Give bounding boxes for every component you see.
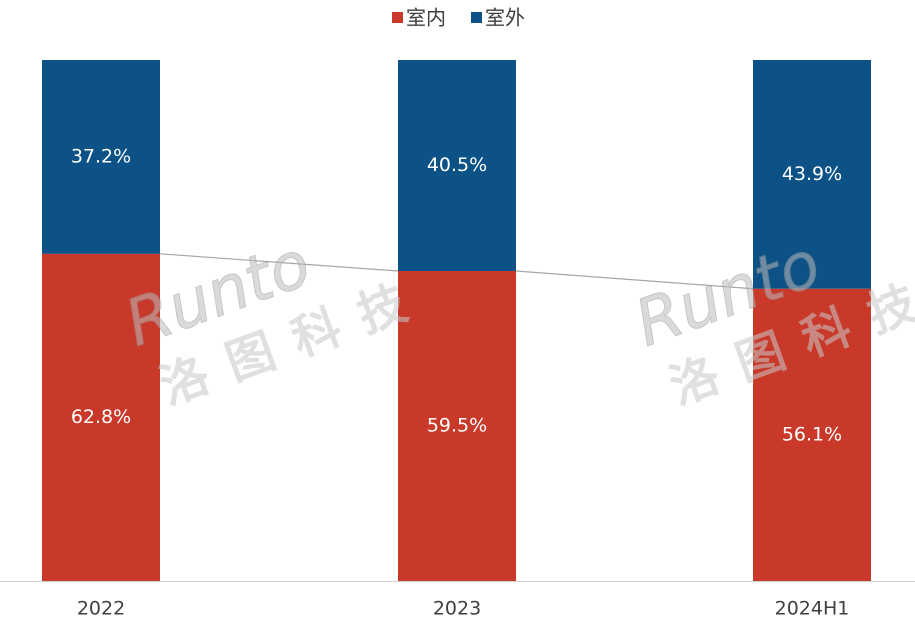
legend-label: 室外 bbox=[485, 6, 525, 30]
value-label: 56.1% bbox=[782, 423, 842, 445]
bar-segment bbox=[398, 60, 516, 272]
series-line bbox=[159, 253, 399, 272]
bar-segment bbox=[42, 253, 160, 581]
bar-segment bbox=[753, 60, 871, 289]
x-tick-label: 2024H1 bbox=[775, 598, 850, 620]
value-label: 62.8% bbox=[71, 406, 131, 428]
x-tick-label: 2022 bbox=[77, 598, 125, 620]
bar-segment bbox=[753, 288, 871, 581]
legend-swatch bbox=[471, 12, 482, 23]
value-label: 43.9% bbox=[782, 163, 842, 185]
legend-swatch bbox=[392, 12, 403, 23]
value-label: 40.5% bbox=[427, 154, 487, 176]
bar-segment bbox=[42, 60, 160, 254]
x-tick-label: 2023 bbox=[433, 598, 481, 620]
bar-segment bbox=[398, 271, 516, 581]
series-line bbox=[515, 270, 754, 290]
value-label: 37.2% bbox=[71, 145, 131, 167]
legend-label: 室内 bbox=[406, 6, 446, 30]
value-label: 59.5% bbox=[427, 415, 487, 437]
